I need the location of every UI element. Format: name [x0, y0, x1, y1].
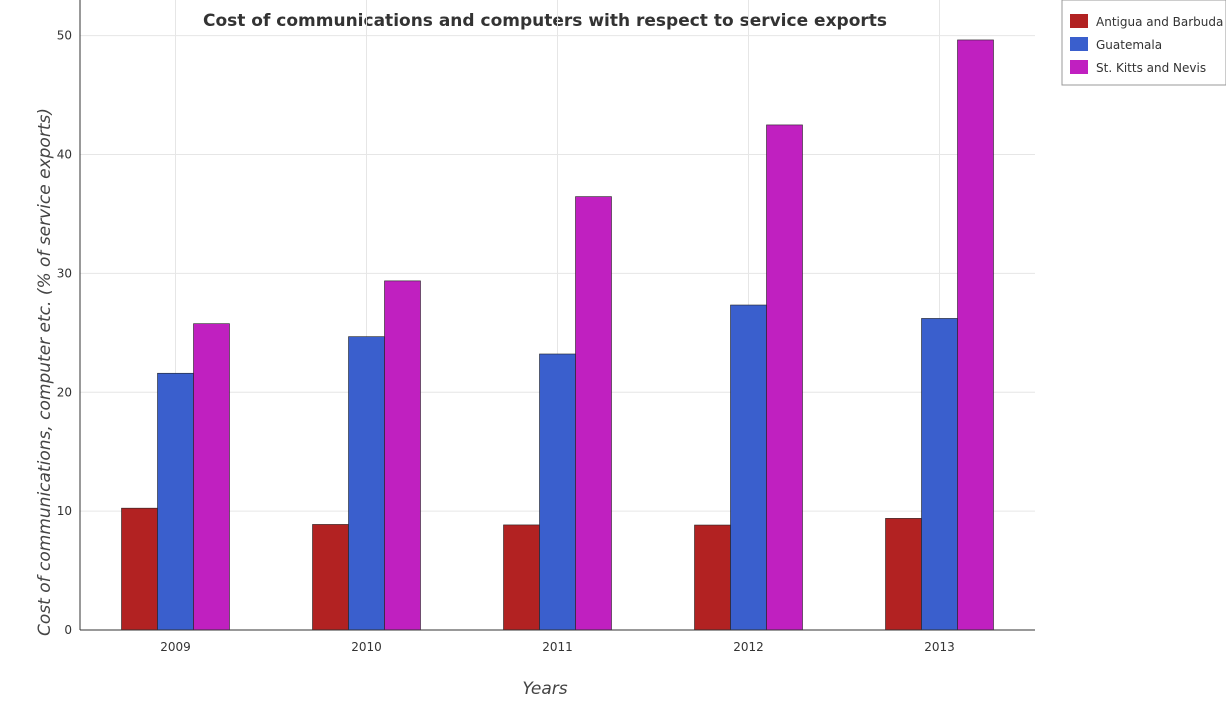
x-tick-label: 2013 [924, 640, 955, 654]
bar-guatemala-2012 [730, 304, 767, 631]
bar-st-kitts-and-nevis-2011 [575, 196, 612, 631]
y-tick-label: 0 [64, 623, 72, 637]
legend-label: Antigua and Barbuda [1096, 15, 1223, 29]
y-axis-label: Cost of communications, computer etc. (%… [35, 108, 55, 636]
bar-guatemala-2010 [348, 336, 385, 631]
bar-antigua-and-barbuda-2011 [503, 524, 540, 631]
legend-swatch [1070, 60, 1088, 74]
bars [121, 39, 994, 631]
y-tick-label: 20 [57, 385, 72, 399]
chart-title: Cost of communications and computers wit… [203, 11, 887, 31]
bar-antigua-and-barbuda-2013 [885, 518, 922, 631]
bar-antigua-and-barbuda-2012 [694, 524, 731, 631]
bar-antigua-and-barbuda-2009 [121, 507, 158, 631]
bar-antigua-and-barbuda-2010 [312, 524, 349, 631]
legend-label: Guatemala [1096, 38, 1162, 52]
x-tick-label: 2009 [160, 640, 191, 654]
legend-swatch [1070, 14, 1088, 28]
x-axis-label: Years [522, 679, 567, 699]
bar-st-kitts-and-nevis-2009 [193, 323, 230, 631]
bar-guatemala-2011 [539, 353, 576, 631]
bar-guatemala-2009 [157, 372, 194, 631]
y-tick-label: 30 [57, 266, 72, 280]
y-tick-label: 10 [57, 504, 72, 518]
x-tick-label: 2012 [733, 640, 764, 654]
bar-st-kitts-and-nevis-2013 [957, 39, 994, 631]
y-tick-label: 40 [57, 148, 72, 162]
bar-st-kitts-and-nevis-2012 [766, 124, 803, 631]
legend-label: St. Kitts and Nevis [1096, 61, 1206, 75]
y-tick-label: 50 [57, 29, 72, 43]
bar-st-kitts-and-nevis-2010 [384, 280, 421, 631]
axes [79, 0, 1035, 631]
x-tick-label: 2011 [542, 640, 573, 654]
legend-items: Antigua and Barbuda Guatemala St. Kitts an… [1070, 14, 1223, 75]
legend-box [1061, 0, 1226, 86]
x-tick-label: 2010 [351, 640, 382, 654]
legend-swatch [1070, 37, 1088, 51]
tick-labels: 0 10 20 30 40 50 2009 2010 2011 2012 2013 [57, 29, 955, 654]
legend: Antigua and Barbuda Guatemala St. Kitts an… [1061, 0, 1226, 86]
bar-guatemala-2013 [921, 318, 958, 631]
